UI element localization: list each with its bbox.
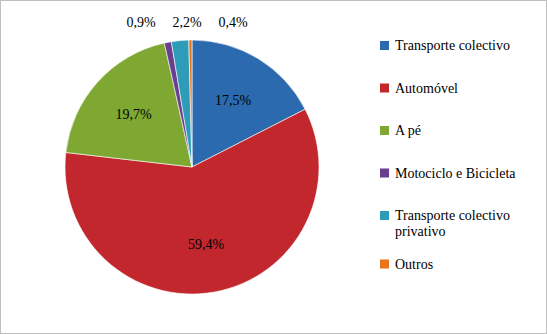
legend-swatch — [380, 41, 389, 50]
legend: Transporte colectivo Automóvel A pé Motocic… — [380, 38, 516, 272]
legend-swatch — [380, 84, 389, 93]
data-label: 2,2% — [172, 15, 202, 30]
data-label: 0,9% — [126, 15, 156, 30]
chart: 17,5% 59,4% 19,7% 0,9% 2,2% 0,4% Transporte co… — [0, 0, 547, 334]
chart-frame — [1, 1, 547, 334]
data-label: 17,5% — [215, 93, 252, 108]
data-label: 59,4% — [188, 237, 225, 252]
slices — [65, 40, 319, 294]
legend-label: Transporte colectivo — [395, 38, 510, 53]
legend-label: Outros — [395, 257, 433, 272]
data-label: 0,4% — [218, 15, 248, 30]
legend-label: A pé — [395, 123, 421, 138]
legend-swatch — [380, 211, 389, 220]
pie-slice — [171, 40, 192, 167]
legend-label: Transporte colectivoprivativo — [395, 208, 510, 239]
legend-swatch — [380, 169, 389, 178]
legend-label: Motociclo e Bicicleta — [395, 166, 516, 181]
legend-label: Automóvel — [395, 81, 458, 96]
legend-swatch — [380, 126, 389, 135]
legend-swatch — [380, 260, 389, 269]
data-label: 19,7% — [115, 107, 152, 122]
pie-slice — [189, 40, 192, 167]
data-labels: 17,5% 59,4% 19,7% 0,9% 2,2% 0,4% — [115, 15, 251, 252]
